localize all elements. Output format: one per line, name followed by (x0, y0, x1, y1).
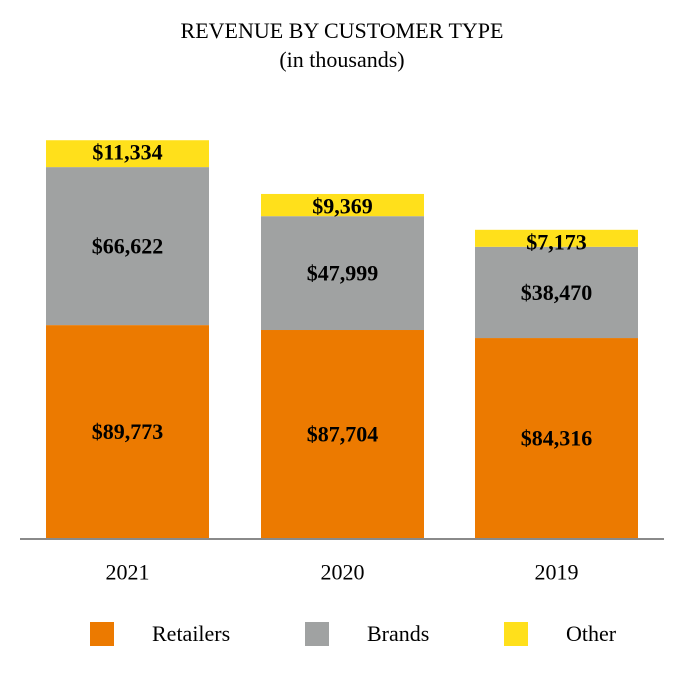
bar-other-2019 (475, 229, 638, 247)
data-label-brands-2021: $66,622 (92, 234, 164, 259)
bar-brands-2020 (261, 216, 424, 331)
legend: Retailers Brands Other (0, 620, 684, 650)
bar-brands-2019 (475, 246, 638, 339)
data-label-other-2021: $11,334 (92, 140, 162, 165)
bar-retailers-2019 (475, 338, 638, 538)
chart-plot: $89,773 $66,622 $11,334 $87,704 $47,999 $9,36… (20, 140, 664, 585)
x-tick-label-2019: 2019 (535, 560, 579, 585)
bar-retailers-2020 (261, 330, 424, 538)
data-label-other-2020: $9,369 (312, 193, 373, 218)
bar-other-2020 (261, 193, 424, 217)
data-label-retailers-2021: $89,773 (92, 419, 164, 444)
bars-layer (46, 140, 638, 538)
legend-swatch-retailers (90, 622, 114, 646)
x-axis-ticks: 2021 2020 2019 (106, 560, 579, 585)
legend-swatch-other (504, 622, 528, 646)
chart-subtitle: (in thousands) (279, 47, 405, 72)
labels-layer: $89,773 $66,622 $11,334 $87,704 $47,999 $9,36… (92, 140, 593, 451)
legend-label-brands: Brands (367, 621, 430, 646)
legend-swatch-brands (305, 622, 329, 646)
data-label-other-2019: $7,173 (526, 229, 587, 254)
bar-retailers-2021 (46, 325, 209, 538)
legend-label-retailers: Retailers (152, 621, 231, 646)
chart-title: REVENUE BY CUSTOMER TYPE (180, 18, 504, 43)
data-label-brands-2019: $38,470 (521, 280, 593, 305)
legend-label-other: Other (566, 621, 617, 646)
data-label-retailers-2019: $84,316 (521, 426, 593, 451)
x-tick-label-2021: 2021 (106, 560, 150, 585)
x-tick-label-2020: 2020 (321, 560, 365, 585)
data-label-retailers-2020: $87,704 (307, 422, 379, 447)
bar-other-2021 (46, 140, 209, 168)
data-label-brands-2020: $47,999 (307, 261, 379, 286)
bar-brands-2021 (46, 167, 209, 326)
